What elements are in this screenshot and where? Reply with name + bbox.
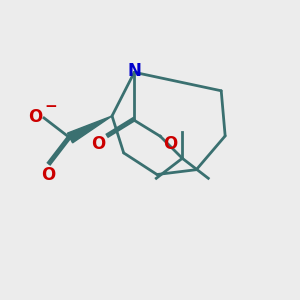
Text: O: O: [28, 108, 42, 126]
Polygon shape: [68, 116, 112, 143]
Text: O: O: [41, 166, 55, 184]
Text: −: −: [45, 100, 57, 115]
Text: O: O: [91, 135, 105, 153]
Text: N: N: [128, 62, 141, 80]
Text: O: O: [163, 135, 177, 153]
